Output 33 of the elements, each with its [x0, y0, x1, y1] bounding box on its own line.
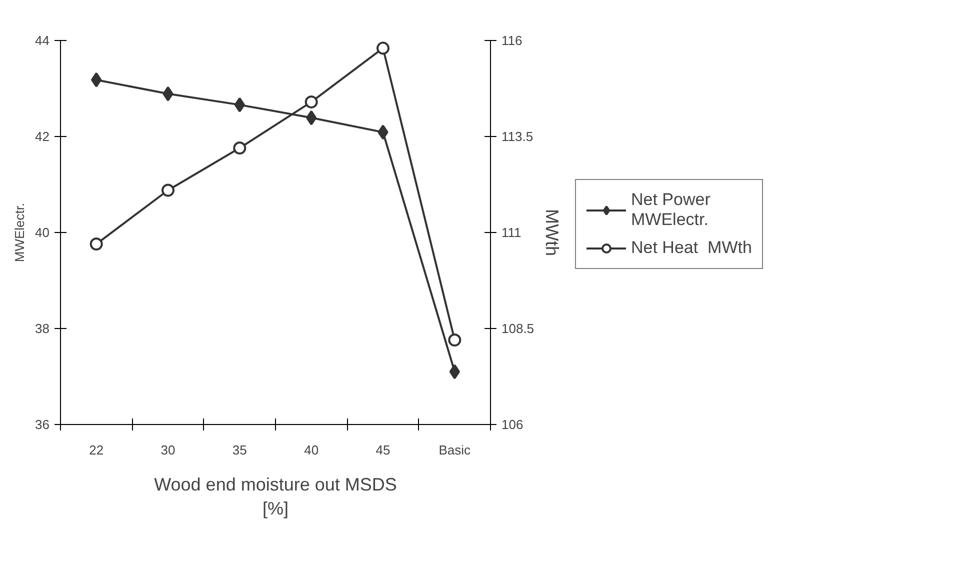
- x-tick-label: Basic: [438, 442, 472, 458]
- y2-tick-label: 111: [502, 225, 522, 240]
- x-tick-label: 35: [232, 442, 247, 458]
- point: [376, 42, 390, 55]
- y2-tick-label: 108.5: [502, 321, 534, 336]
- y2-axis-title: MWth: [542, 209, 562, 256]
- y-tick-label: 44: [35, 33, 50, 48]
- y-axis-title: MWElectr.: [12, 202, 28, 262]
- y2-tick-label: 116: [502, 33, 522, 48]
- point: [234, 97, 245, 112]
- x-tick-label: 22: [89, 442, 104, 458]
- y2-tick-label: 106: [502, 417, 524, 432]
- point: [448, 334, 462, 347]
- point: [378, 124, 388, 140]
- point: [162, 86, 174, 102]
- point: [90, 238, 103, 251]
- x-tick-label: 30: [160, 442, 176, 458]
- y-tick-label: 42: [35, 129, 50, 144]
- y-tick-label: 40: [35, 225, 50, 240]
- x-tick-label: 40: [304, 442, 319, 458]
- point: [233, 142, 246, 155]
- point: [306, 110, 317, 126]
- point: [449, 364, 460, 380]
- x-axis-title: Wood end moisture out MSDS [%]: [154, 474, 397, 518]
- legend-label: Net Heat MWth: [631, 238, 752, 258]
- y2-tick-label: 113.5: [502, 129, 534, 144]
- point: [304, 95, 318, 108]
- point: [91, 72, 102, 88]
- y-tick-label: 38: [35, 321, 50, 336]
- y-tick-label: 36: [35, 417, 50, 432]
- x-tick-label: 45: [376, 442, 390, 458]
- point: [162, 184, 174, 197]
- legend-label: Net Power MWElectr.: [631, 190, 710, 230]
